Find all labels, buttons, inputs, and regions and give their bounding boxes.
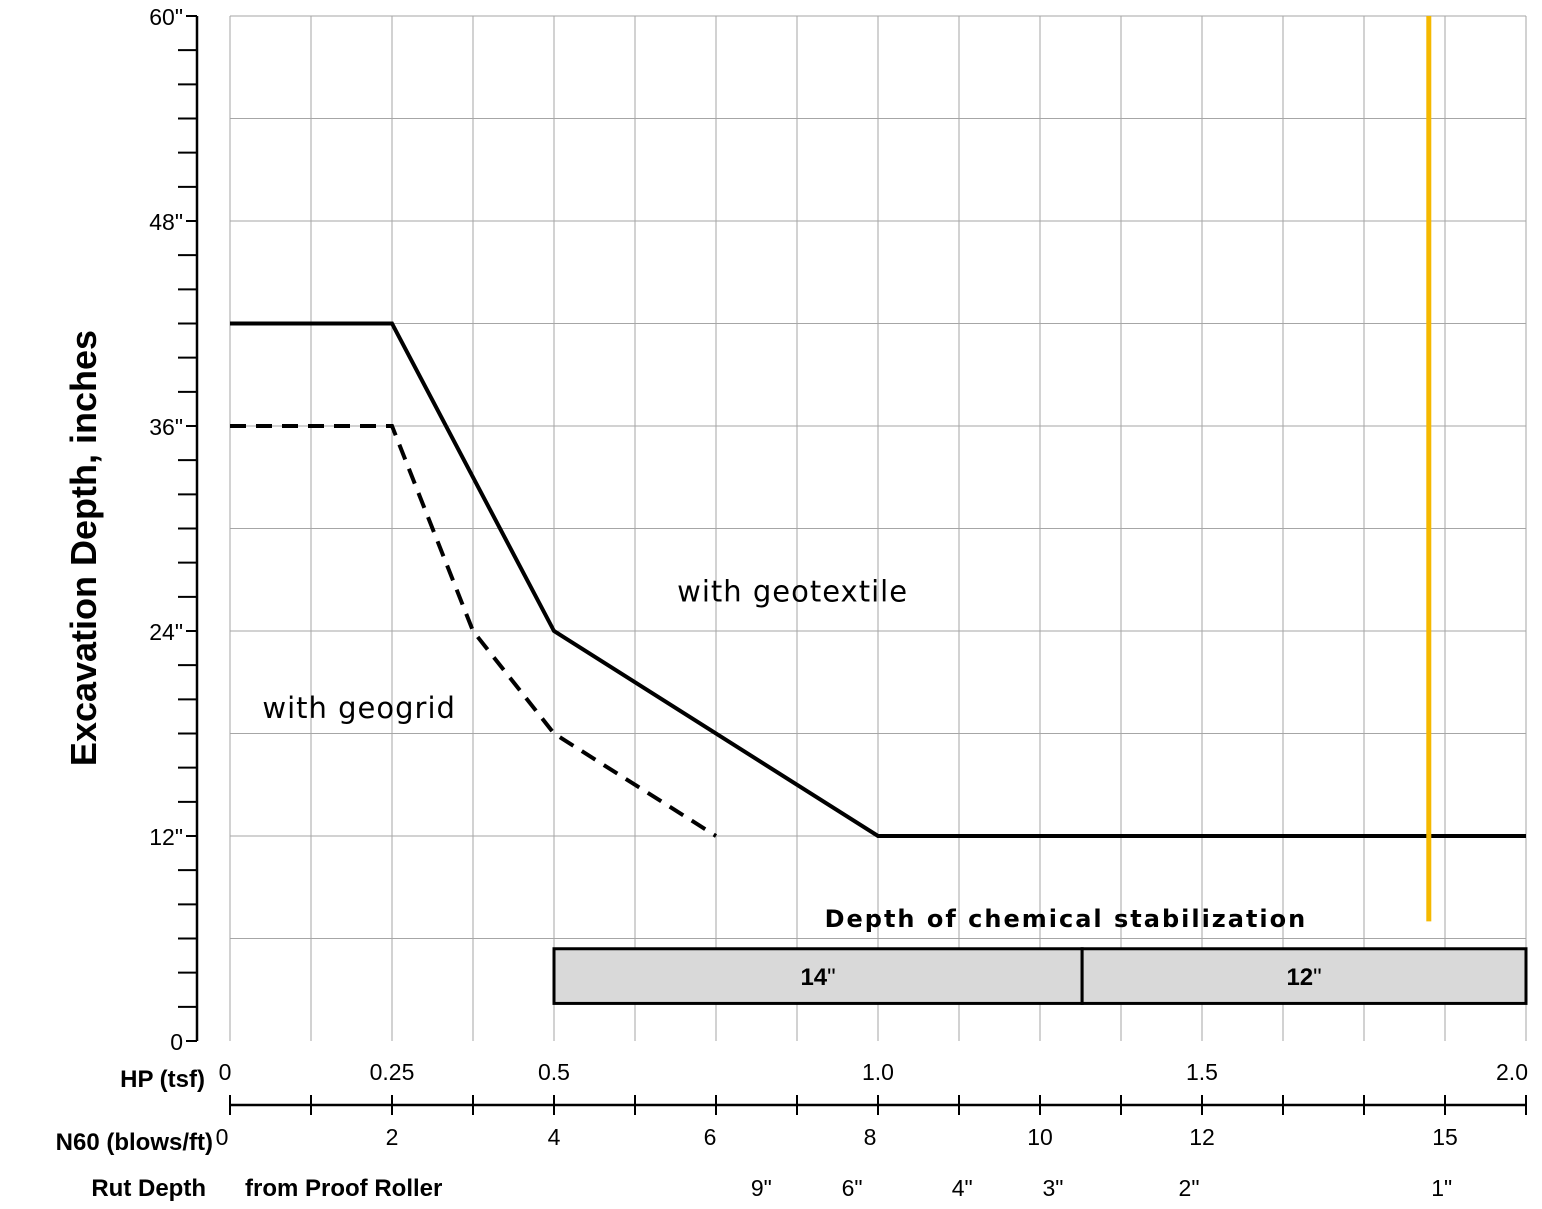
stabilization-depth-label: 12" xyxy=(1286,964,1321,991)
y-axis-title: Excavation Depth, inches xyxy=(63,330,104,766)
n60-tick-label: 6 xyxy=(704,1124,717,1150)
geotextile-annotation: with geotextile xyxy=(677,575,908,609)
hp-tick-label: 0 xyxy=(219,1059,232,1085)
grid-layer xyxy=(229,15,1527,1041)
n60-tick-label: 8 xyxy=(864,1124,877,1150)
hp-axis-title: HP (tsf) xyxy=(120,1066,205,1093)
rut-depth-title: Rut Depth xyxy=(91,1175,206,1202)
y-tick-label: 48" xyxy=(149,209,183,235)
stabilization-depth-label: 14" xyxy=(800,964,835,991)
hp-tick-label: 2.0 xyxy=(1496,1059,1528,1085)
rut-depth-subtitle: from Proof Roller xyxy=(245,1175,442,1202)
hp-tick-label: 1.5 xyxy=(1186,1059,1218,1085)
n60-tick-label: 0 xyxy=(216,1124,229,1150)
n60-tick-label: 2 xyxy=(386,1124,399,1150)
hp-tick-label: 1.0 xyxy=(862,1059,894,1085)
stabilization-depth-value: 12 xyxy=(1286,964,1313,991)
n60-tick-label: 10 xyxy=(1027,1124,1053,1150)
hp-tick-label: 0.5 xyxy=(538,1059,570,1085)
n60-axis-title: N60 (blows/ft) xyxy=(56,1129,213,1156)
rut-depth-label: 9" xyxy=(751,1175,772,1201)
y-tick-label: 0 xyxy=(170,1029,183,1055)
n60-tick-label: 4 xyxy=(548,1124,561,1150)
geotextile-line xyxy=(230,321,1526,838)
y-tick-label: 36" xyxy=(149,414,183,440)
text-layer: 012"24"36"48"60"Excavation Depth, inches… xyxy=(56,4,1528,1202)
stabilization-bar-group xyxy=(552,947,1528,1005)
rut-depth-label: 6" xyxy=(842,1175,863,1201)
rut-depth-label: 4" xyxy=(952,1175,973,1201)
stabilization-depth-value: 14 xyxy=(800,964,827,991)
rut-depth-label: 3" xyxy=(1042,1175,1063,1201)
stabilization-depth-unit: " xyxy=(1313,964,1322,991)
stabilization-depth-unit: " xyxy=(827,964,836,991)
stabilization-segment xyxy=(1080,947,1528,1005)
hp-tick-label: 0.25 xyxy=(370,1059,415,1085)
rut-depth-label: 1" xyxy=(1431,1175,1452,1201)
n60-tick-label: 12 xyxy=(1189,1124,1215,1150)
series-layer xyxy=(230,16,1526,922)
y-tick-label: 24" xyxy=(149,619,183,645)
axis-layer xyxy=(178,15,1527,1115)
n60-tick-label: 15 xyxy=(1432,1124,1458,1150)
geogrid-annotation: with geogrid xyxy=(262,691,456,725)
geogrid-line xyxy=(230,424,718,838)
stabilization-title: Depth of chemical stabilization xyxy=(825,905,1308,933)
y-tick-label: 60" xyxy=(149,4,183,30)
rut-depth-label: 2" xyxy=(1179,1175,1200,1201)
y-tick-label: 12" xyxy=(149,824,183,850)
